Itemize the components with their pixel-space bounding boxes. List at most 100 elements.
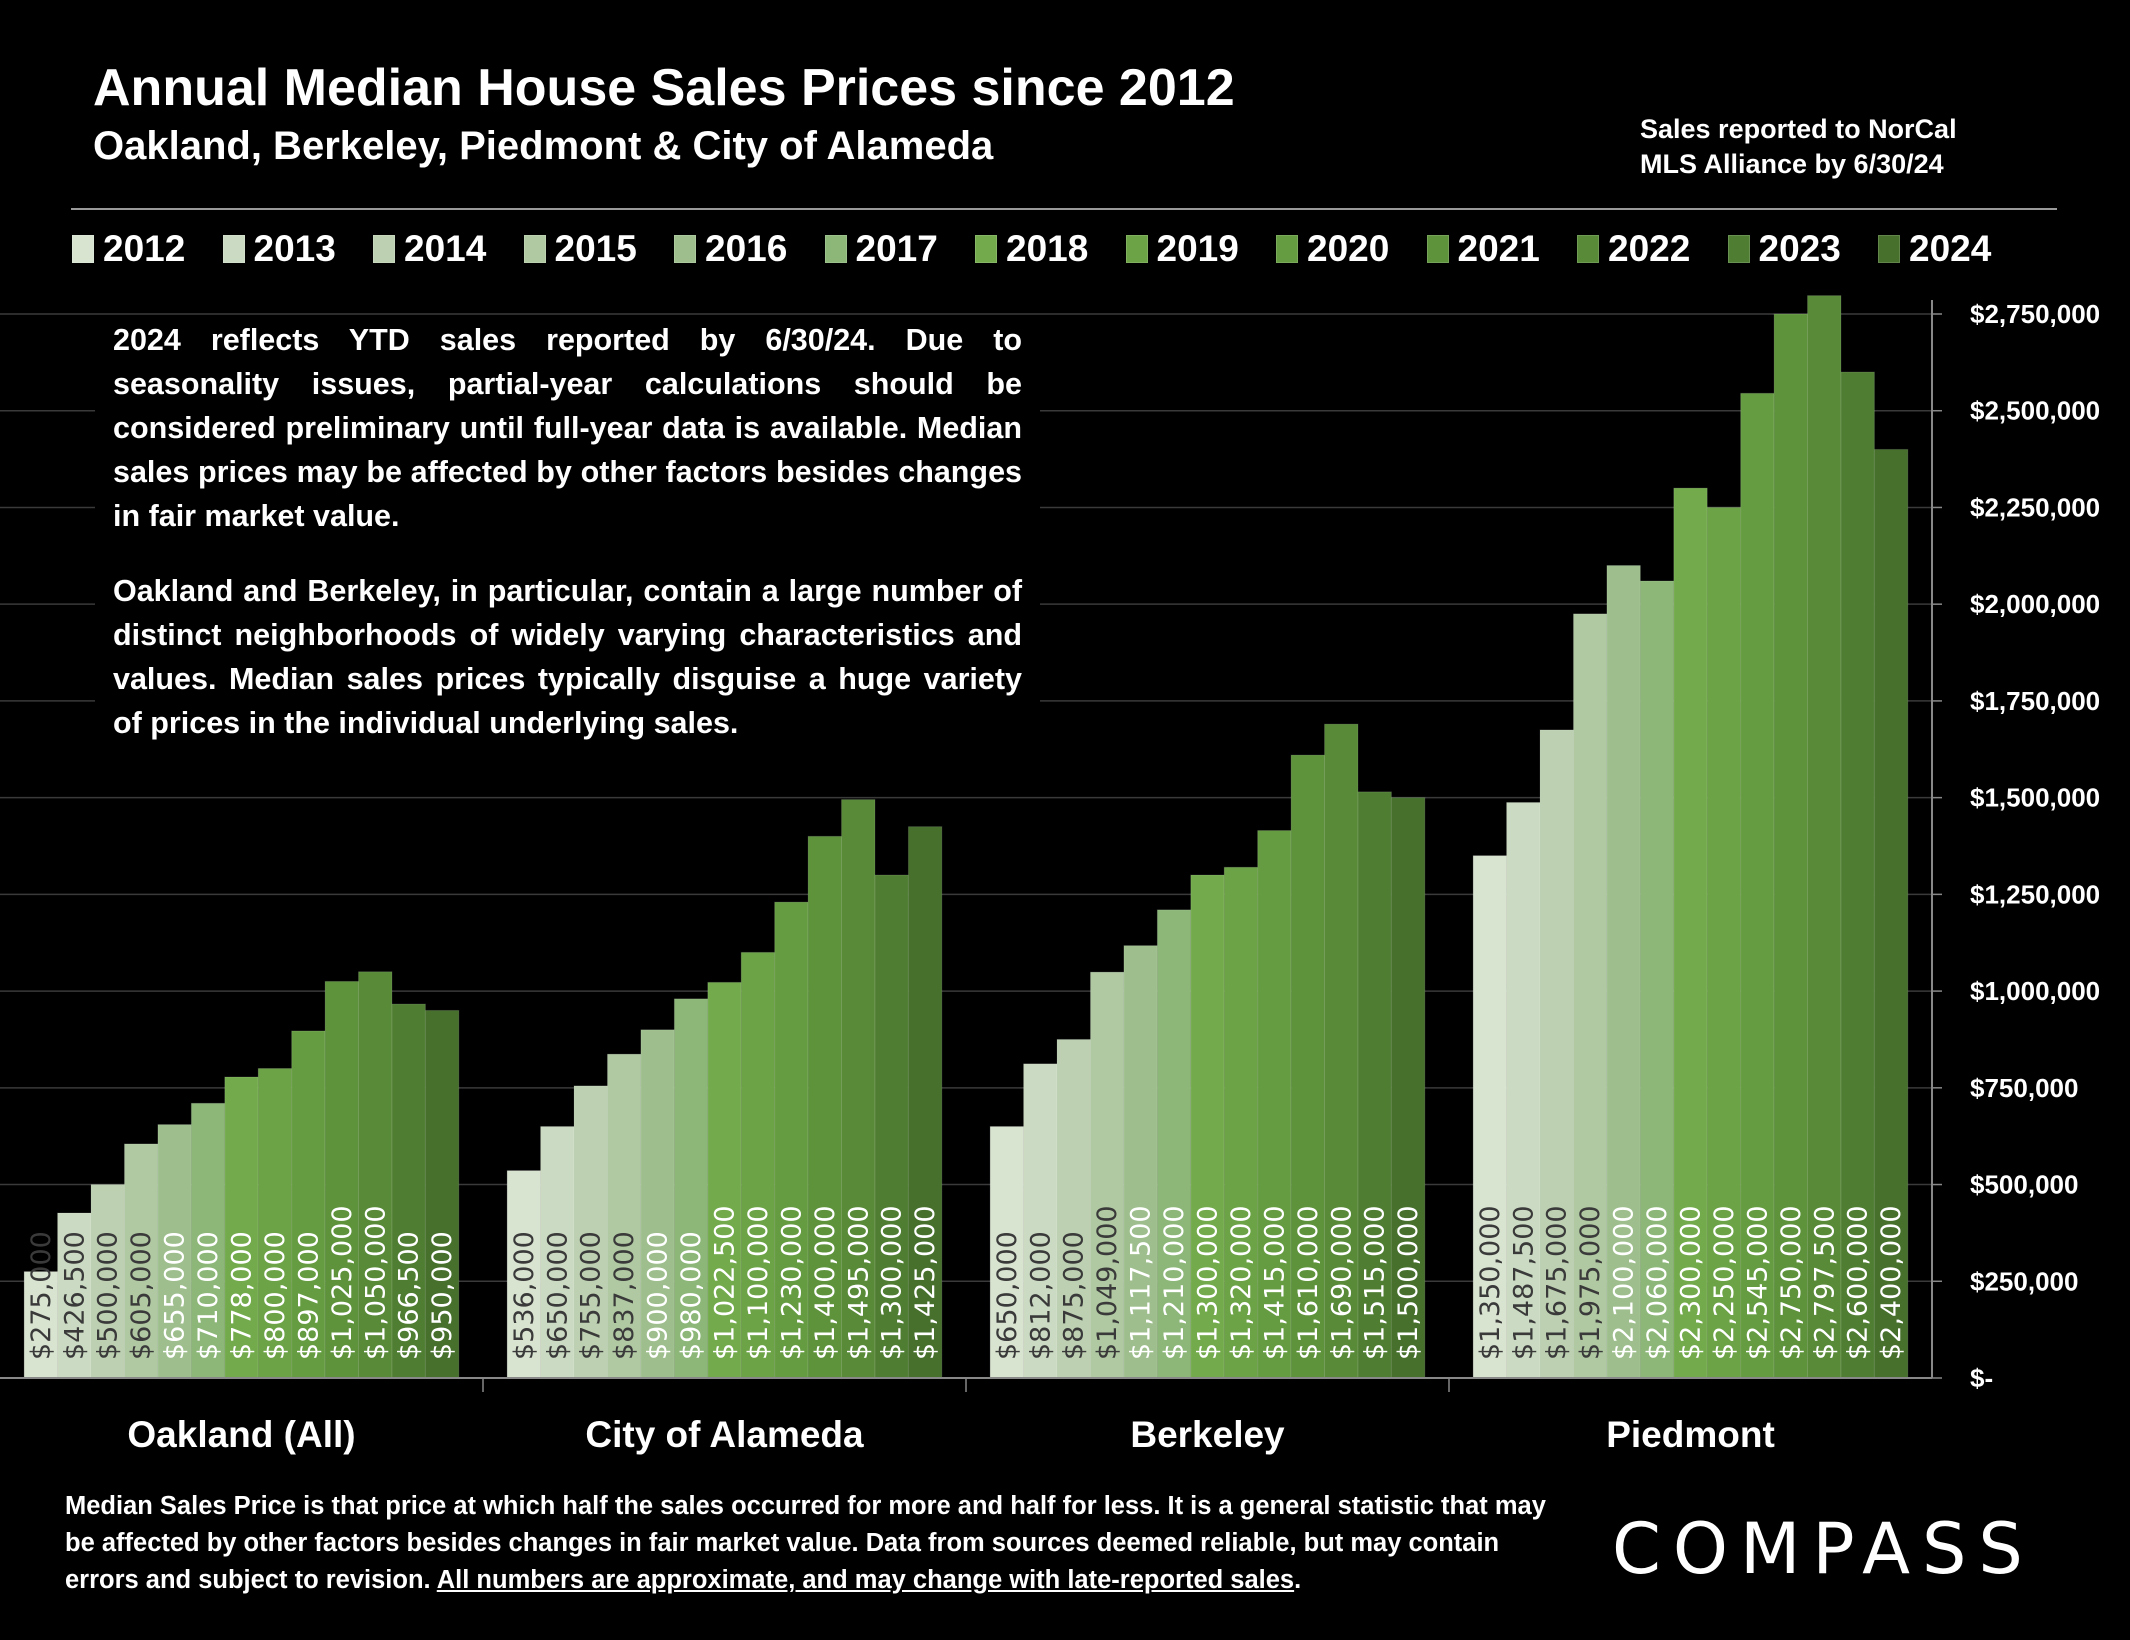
bar (424, 1009, 460, 1379)
data-label: $2,600,000 (1843, 1205, 1874, 1360)
data-label: $1,400,000 (810, 1205, 841, 1360)
legend-label: 2021 (1457, 228, 1540, 269)
header-divider (71, 208, 2057, 210)
data-label: $1,350,000 (1475, 1205, 1506, 1360)
legend-item: 2024 (1878, 228, 2029, 270)
data-label: $426,500 (59, 1231, 90, 1360)
legend-label: 2019 (1156, 228, 1239, 269)
commentary-paragraph-2: Oakland and Berkeley, in particular, con… (113, 574, 1022, 740)
bar (506, 1170, 542, 1379)
legend-item: 2016 (674, 228, 825, 270)
data-label: $1,675,000 (1542, 1205, 1573, 1360)
legend-swatch (72, 235, 94, 263)
bar (907, 826, 943, 1379)
chart-subtitle: Oakland, Berkeley, Piedmont & City of Al… (93, 124, 994, 168)
bar (1223, 866, 1259, 1379)
legend-item: 2020 (1276, 228, 1427, 270)
data-label: $2,750,000 (1776, 1205, 1807, 1360)
data-label: $1,300,000 (877, 1205, 908, 1360)
source-note-line2: MLS Alliance by 6/30/24 (1640, 149, 1944, 179)
data-label: $1,300,000 (1193, 1205, 1224, 1360)
legend-label: 2016 (705, 228, 788, 269)
data-label: $800,000 (260, 1231, 291, 1360)
data-label: $2,060,000 (1642, 1205, 1673, 1360)
data-label: $2,250,000 (1709, 1205, 1740, 1360)
legend-item: 2017 (824, 228, 976, 270)
data-label: $1,210,000 (1159, 1205, 1190, 1360)
data-label: $2,545,000 (1742, 1205, 1773, 1360)
data-label: $897,000 (293, 1231, 324, 1360)
data-label: $650,000 (542, 1231, 573, 1360)
data-label: $275,000 (26, 1231, 57, 1360)
y-tick-label: $- (1970, 1363, 1993, 1393)
data-label: $875,000 (1059, 1231, 1090, 1360)
data-label: $1,415,000 (1259, 1205, 1290, 1360)
data-label: $1,690,000 (1326, 1205, 1357, 1360)
chart-title: Annual Median House Sales Prices since 2… (93, 59, 1235, 117)
bar (57, 1212, 92, 1379)
data-label: $2,797,500 (1809, 1205, 1840, 1360)
source-note: Sales reported to NorCal MLS Alliance by… (1640, 112, 1957, 182)
legend-label: 2018 (1006, 228, 1089, 269)
y-tick-label: $2,750,000 (1970, 299, 2100, 329)
data-label: $2,300,000 (1676, 1205, 1707, 1360)
footer-underlined-text: All numbers are approximate, and may cha… (436, 1566, 1295, 1594)
legend-label: 2023 (1758, 228, 1841, 269)
bar (1873, 448, 1909, 1379)
y-tick-label: $1,000,000 (1970, 976, 2100, 1006)
bar (324, 980, 360, 1379)
legend-swatch (1276, 235, 1298, 263)
legend-label: 2015 (554, 228, 637, 269)
bar (358, 971, 393, 1379)
data-label: $1,049,000 (1092, 1205, 1123, 1360)
data-label: $1,495,000 (843, 1205, 874, 1360)
bar (1390, 797, 1426, 1379)
bar (640, 1029, 675, 1379)
bar (540, 1126, 575, 1379)
legend-label: 2024 (1909, 228, 1992, 269)
bar (1357, 791, 1392, 1379)
data-label: $650,000 (992, 1231, 1023, 1360)
bar (190, 1102, 226, 1379)
bar (291, 1030, 326, 1379)
bar (257, 1067, 293, 1379)
y-tick-label: $500,000 (1970, 1170, 2078, 1200)
category-label: Oakland (All) (127, 1414, 355, 1455)
y-tick-label: $250,000 (1970, 1266, 2078, 1296)
category-label: City of Alameda (585, 1414, 864, 1455)
bar (989, 1126, 1025, 1379)
bar (1472, 855, 1508, 1379)
y-tick-label: $1,500,000 (1970, 783, 2100, 813)
data-label: $1,487,500 (1508, 1205, 1539, 1360)
data-label: $980,000 (676, 1231, 707, 1360)
data-label: $500,000 (93, 1231, 124, 1360)
data-label: $1,230,000 (776, 1205, 807, 1360)
legend-swatch (1426, 235, 1449, 263)
data-label: $1,117,500 (1126, 1205, 1157, 1360)
legend-item: 2022 (1577, 228, 1728, 270)
footer-disclaimer: Median Sales Price is that price at whic… (65, 1488, 1565, 1599)
legend-item: 2015 (523, 228, 675, 270)
data-label: $1,425,000 (910, 1205, 941, 1360)
legend-label: 2020 (1307, 228, 1390, 269)
data-label: $966,500 (394, 1231, 425, 1360)
bar (1706, 506, 1742, 1379)
legend-swatch (1125, 235, 1148, 263)
data-label: $1,975,000 (1575, 1205, 1606, 1360)
data-label: $1,050,000 (360, 1205, 391, 1360)
legend-item: 2023 (1727, 228, 1879, 270)
commentary-paragraph-1: 2024 reflects YTD sales reported by 6/30… (113, 323, 1022, 533)
bar (1023, 1063, 1058, 1379)
footer-text: Median Sales Price is that price at whic… (65, 1492, 1546, 1594)
y-tick-label: $750,000 (1970, 1073, 2078, 1103)
legend-label: 2017 (855, 228, 938, 269)
legend-swatch (1878, 235, 1900, 263)
legend-label: 2012 (103, 228, 186, 269)
bar (1773, 313, 1809, 1379)
bar (807, 835, 843, 1379)
bar (774, 901, 809, 1379)
data-label: $778,000 (227, 1231, 258, 1360)
data-label: $1,515,000 (1360, 1205, 1391, 1360)
data-label: $950,000 (427, 1231, 458, 1360)
